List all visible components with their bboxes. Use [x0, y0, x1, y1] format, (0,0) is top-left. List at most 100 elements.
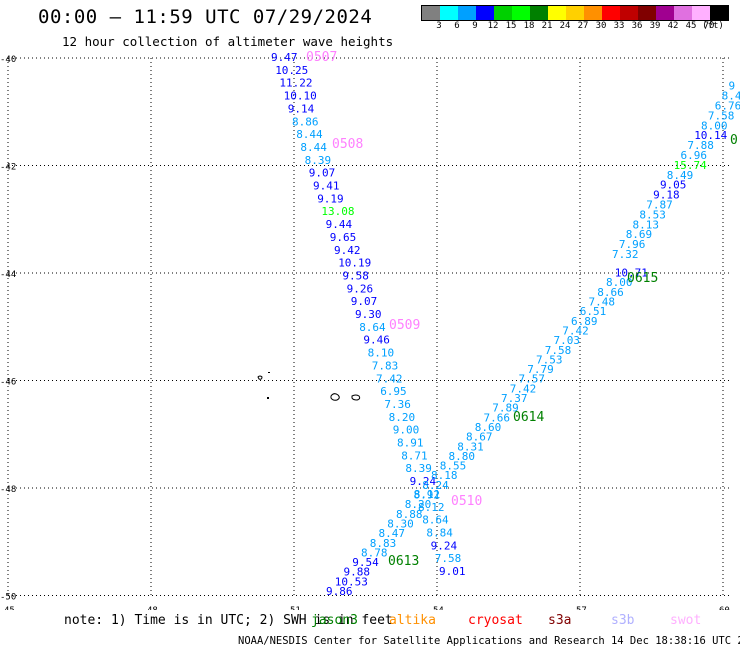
wave-height-value: 8.69 — [626, 228, 653, 241]
wave-height-value: 7.58 — [545, 344, 572, 357]
orbit-pass-label: 0508 — [332, 137, 363, 152]
wave-height-value: 8.67 — [466, 431, 493, 444]
wave-height-value: 7.37 — [501, 392, 528, 405]
wave-height-value: 10.10 — [284, 90, 317, 103]
island-outline — [257, 375, 263, 380]
legend-label: 36 — [631, 21, 643, 31]
wave-height-value: 8.86 — [292, 115, 319, 128]
legend-swatch — [548, 6, 566, 20]
wave-height-value: 8.20 — [389, 411, 416, 424]
wave-height-value: 7.79 — [527, 363, 554, 376]
map-subtitle: 12 hour collection of altimeter wave hei… — [62, 34, 394, 49]
legend-swatch — [692, 6, 710, 20]
wave-height-value: 7.66 — [484, 411, 511, 424]
satellite-name: altika — [389, 613, 436, 628]
legend-label: 12 — [487, 21, 499, 31]
wave-height-value: 8.20 — [405, 498, 432, 511]
orbit-pass-label: 0614 — [513, 410, 544, 425]
wave-height-value: 8.39 — [405, 462, 432, 475]
lat-tick-label: -44 — [0, 270, 16, 280]
satellite-name: s3b — [611, 613, 635, 628]
wave-height-value: 8.66 — [597, 286, 624, 299]
wave-height-value: 7.58 — [435, 552, 462, 565]
wave-height-value: 8.10 — [368, 347, 395, 360]
lon-tick-label: 51 — [290, 606, 301, 610]
legend-label: 27 — [577, 21, 589, 31]
lon-tick-label: 54 — [433, 606, 444, 610]
wave-height-value: 9.05 — [660, 179, 687, 192]
wave-height-value: 9.88 — [344, 566, 371, 579]
wave-height-value: 8.55 — [440, 460, 467, 473]
legend-label: 15 — [505, 21, 517, 31]
island-outlines — [257, 372, 361, 401]
satellite-legend: jason3 altika cryosat s3a s3b swot — [0, 613, 740, 629]
wave-height-value: 8.91 — [397, 437, 424, 450]
legend-swatch — [440, 6, 458, 20]
wave-height-value: 9.86 — [326, 585, 353, 598]
island-outline — [351, 394, 361, 401]
island-outline — [330, 393, 340, 401]
altimeter-tracks: 9.4710.2511.2210.109.148.868.448.448.399… — [271, 50, 740, 598]
wave-height-value: 9.07 — [309, 167, 336, 180]
legend-label: 3 — [436, 21, 442, 31]
wave-height-value: 9.14 — [288, 102, 315, 115]
wave-height-value: 7.42 — [510, 382, 537, 395]
orbit-pass-label: 0613 — [388, 554, 419, 569]
wave-height-value: 8.00 — [606, 276, 633, 289]
wave-height-value: 7.53 — [536, 353, 563, 366]
wave-height-value: 8.88 — [396, 508, 423, 521]
legend-swatch — [494, 6, 512, 20]
legend-swatch — [602, 6, 620, 20]
wave-height-value: 9.54 — [352, 556, 379, 569]
lat-lon-grid — [7, 57, 732, 596]
wave-height-value: 9.24 — [431, 539, 458, 552]
legend-label: 42 — [667, 21, 679, 31]
color-scale-legend — [421, 5, 729, 21]
legend-label: 33 — [613, 21, 625, 31]
wave-height-value: 7.32 — [612, 248, 639, 261]
wave-height-value: 6.51 — [580, 305, 607, 318]
legend-label: 6 — [454, 21, 460, 31]
footnote: note: 1) Time is in UTC; 2) SWH is in fe… — [64, 613, 393, 628]
wave-height-value: 15.74 — [674, 159, 707, 172]
wave-height-value: 9.42 — [334, 244, 361, 257]
wave-height-value: 10.14 — [694, 129, 727, 142]
wave-height-value: 8.12 — [418, 501, 445, 514]
wave-height-value: 7.36 — [384, 398, 411, 411]
wave-height-value: 8.00 — [701, 119, 728, 132]
wave-height-value: 7.42 — [562, 324, 589, 337]
wave-height-value: 8.13 — [633, 218, 660, 231]
axis-labels: -40 -42 -44 -46 -48 -50 45 48 51 54 57 60 — [0, 55, 730, 610]
wave-height-value: 8.31 — [457, 440, 484, 453]
wave-height-value: 8.53 — [639, 208, 666, 221]
legend-swatch — [476, 6, 494, 20]
legend-swatch — [458, 6, 476, 20]
satellite-name: jason3 — [311, 613, 358, 628]
wave-height-value: 7.87 — [646, 199, 673, 212]
orbit-pass-label: 0 — [730, 133, 738, 148]
wave-height-value: 13.08 — [321, 205, 354, 218]
wave-height-value: 7.03 — [554, 334, 581, 347]
island-dot — [267, 397, 269, 399]
wave-height-value: 8.49 — [667, 169, 694, 182]
wave-height-value: 7.89 — [492, 402, 519, 415]
wave-height-value: 8.47 — [379, 527, 406, 540]
wave-height-value: 7.42 — [376, 372, 403, 385]
wave-height-value: 9.18 — [653, 189, 680, 202]
legend-swatch — [710, 6, 728, 20]
legend-label: 70 — [703, 21, 715, 31]
wave-height-value: 9.58 — [342, 269, 369, 282]
wave-height-value: 9 — [728, 80, 735, 93]
wave-height-value: 10.25 — [275, 64, 308, 77]
wave-height-value: 8.18 — [431, 469, 458, 482]
wave-height-value: 8.78 — [361, 546, 388, 559]
wave-height-value: 8.60 — [475, 421, 502, 434]
legend-label: 30 — [595, 21, 607, 31]
wave-height-value: 11.22 — [279, 77, 312, 90]
lat-tick-label: -50 — [0, 593, 16, 603]
credit-line: NOAA/NESDIS Center for Satellite Applica… — [238, 635, 740, 647]
wave-height-value: 6.96 — [681, 149, 708, 162]
wave-height-value: 9.26 — [347, 282, 374, 295]
legend-swatch — [530, 6, 548, 20]
wave-height-value: 8.4 — [722, 90, 740, 103]
